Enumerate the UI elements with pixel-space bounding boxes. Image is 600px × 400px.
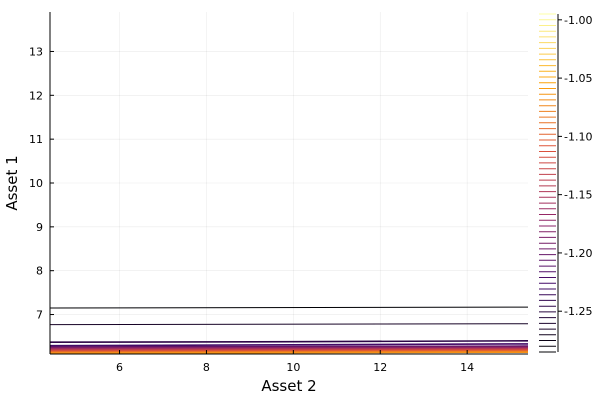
contour-line <box>49 349 529 353</box>
x-tick-label: 6 <box>116 361 123 374</box>
colorbar-tick-label: -1.25 <box>564 305 592 318</box>
y-tick-label: 9 <box>36 221 43 234</box>
x-tick-label: 8 <box>203 361 210 374</box>
x-axis-ticks: 6 8 10 12 14 <box>116 350 474 374</box>
y-tick-label: 11 <box>29 133 43 146</box>
contour-line <box>49 350 529 354</box>
y-tick-label: 10 <box>29 177 43 190</box>
y-tick-label: 12 <box>29 89 43 102</box>
contour-line <box>49 348 529 352</box>
colorbar-tick-label: -1.20 <box>564 247 592 260</box>
contour-line <box>49 345 529 348</box>
contour-line <box>49 347 529 351</box>
y-axis-label: Asset 1 <box>3 155 21 210</box>
contour-line <box>49 306 529 309</box>
y-tick-label: 7 <box>36 309 43 322</box>
x-axis-label: Asset 2 <box>261 377 316 395</box>
x-tick-label: 14 <box>460 361 474 374</box>
y-tick-label: 13 <box>29 45 43 58</box>
y-axis-ticks: 7 8 9 10 11 12 13 <box>29 45 54 322</box>
y-tick-label: 8 <box>36 265 43 278</box>
colorbar-tick-label: -1.00 <box>564 14 592 27</box>
colorbar-tick-label: -1.15 <box>564 189 592 202</box>
x-tick-label: 10 <box>286 361 300 374</box>
x-tick-label: 12 <box>373 361 387 374</box>
contour-line <box>49 347 529 350</box>
colorbar-tick-label: -1.05 <box>564 72 592 85</box>
contour-line <box>49 343 529 347</box>
colorbar: -1.00 -1.05 -1.10 -1.15 -1.20 -1.25 <box>539 13 592 353</box>
contour-line <box>49 339 529 344</box>
colorbar-tick-label: -1.10 <box>564 130 592 143</box>
contour-line <box>49 346 529 349</box>
contour-lines <box>49 306 529 354</box>
contour-line <box>49 323 529 326</box>
contour-line <box>49 351 529 354</box>
grid <box>50 12 528 354</box>
